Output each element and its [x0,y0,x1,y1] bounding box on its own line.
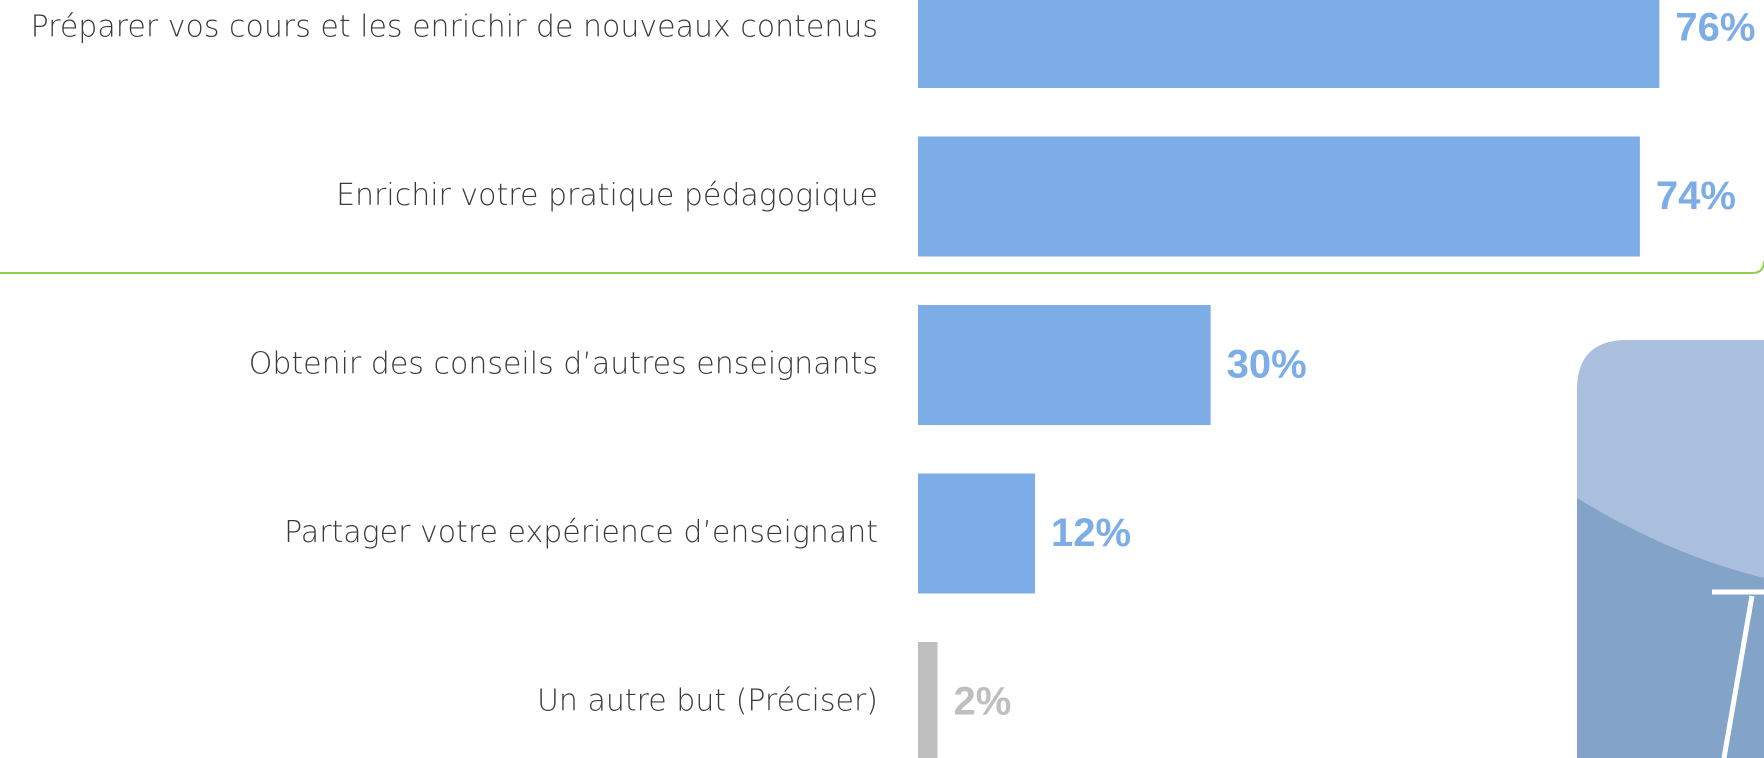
decoration [1577,340,1764,758]
page: {"chart_data": {"type": "bar", "orientat… [0,0,1764,758]
category-label: Partager votre expérience d’enseignant [284,515,878,550]
highlight-frame [0,261,1764,273]
value-label: 76% [1675,6,1755,50]
bar [918,0,1659,88]
bar [918,642,938,758]
value-label: 2% [954,680,1012,724]
category-label: Un autre but (Préciser) [537,684,878,719]
bar [918,474,1035,594]
value-label: 74% [1656,174,1736,218]
chart: Préparer vos cours et les enrichir de no… [0,0,1764,758]
category-label: Obtenir des conseils d’autres enseignant… [249,347,878,382]
bar [918,137,1640,257]
category-label: Enrichir votre pratique pédagogique [336,178,878,213]
bar [918,305,1211,425]
value-label: 30% [1227,343,1307,387]
category-label: Préparer vos cours et les enrichir de no… [31,10,878,45]
value-label: 12% [1051,511,1131,555]
